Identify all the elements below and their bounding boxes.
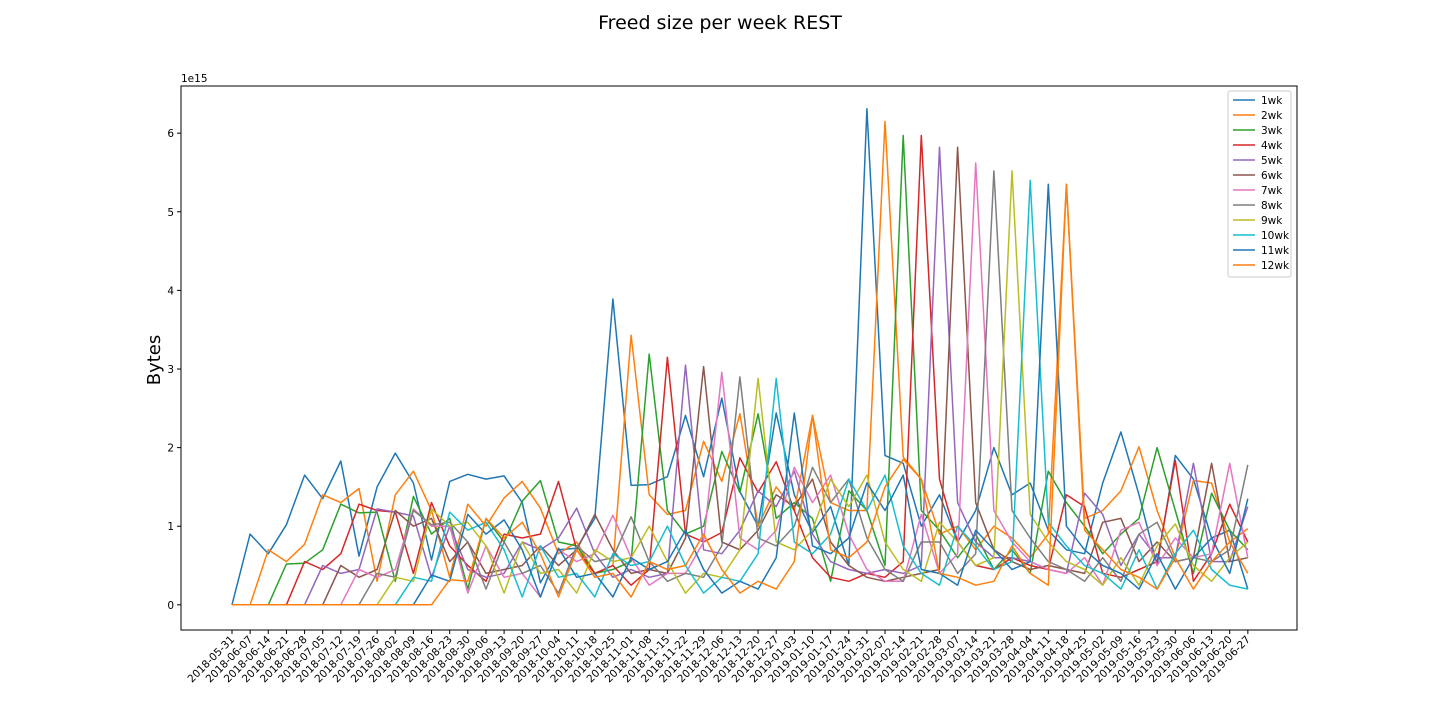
y-tick-label: 5 (167, 207, 174, 219)
legend-label-9wk: 9wk (1261, 215, 1283, 227)
legend-label-3wk: 3wk (1261, 125, 1283, 137)
series-line-4wk (232, 134, 1249, 606)
series-line-5wk (232, 146, 1249, 606)
y-tick-label: 6 (167, 128, 174, 140)
plot-series (231, 108, 1249, 606)
series-line-8wk (232, 170, 1249, 606)
legend-label-11wk: 11wk (1261, 245, 1290, 257)
x-axis: 2018-05-312018-06-072018-06-142018-06-21… (185, 630, 1253, 685)
series-line-12wk (232, 183, 1249, 606)
y-tick-label: 0 (167, 600, 174, 612)
chart-title: Freed size per week REST (598, 12, 842, 34)
legend-label-10wk: 10wk (1261, 230, 1290, 242)
y-tick-label: 1 (167, 521, 174, 533)
legend-box (1227, 90, 1292, 278)
y-scale-offset: 1e15 (181, 73, 208, 85)
legend-label-1wk: 1wk (1261, 95, 1283, 107)
y-tick-label: 2 (167, 443, 174, 455)
legend: 1wk 2wk 3wk 4wk 5wk 6wk 7wk 8wk 9wk 10wk 11wk 12wk (1227, 90, 1292, 278)
y-tick-label: 3 (167, 364, 174, 376)
legend-label-4wk: 4wk (1261, 140, 1283, 152)
plot-frame (180, 85, 1298, 631)
y-tick-label: 4 (167, 285, 174, 297)
legend-label-8wk: 8wk (1261, 200, 1283, 212)
y-axis-label: Bytes (144, 335, 165, 386)
legend-label-12wk: 12wk (1261, 260, 1290, 272)
legend-label-5wk: 5wk (1261, 155, 1283, 167)
legend-label-2wk: 2wk (1261, 110, 1283, 122)
y-axis: 0 1 2 3 4 5 6 (167, 128, 181, 612)
series-line-9wk (232, 170, 1249, 606)
legend-label-6wk: 6wk (1261, 170, 1283, 182)
series-line-7wk (232, 162, 1249, 606)
legend-label-7wk: 7wk (1261, 185, 1283, 197)
